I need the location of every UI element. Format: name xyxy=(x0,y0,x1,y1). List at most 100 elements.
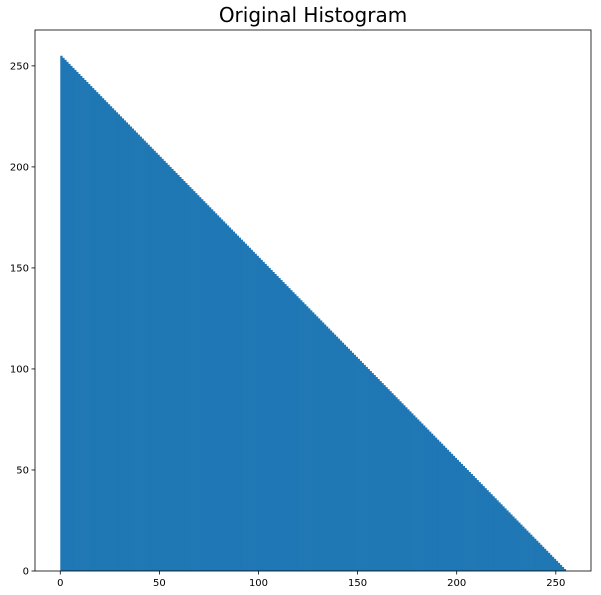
histogram-bar xyxy=(258,257,261,571)
histogram-bar xyxy=(248,247,251,571)
histogram-bar xyxy=(105,102,109,571)
histogram-bar xyxy=(321,322,325,571)
histogram-bar xyxy=(62,57,65,571)
histogram-bar xyxy=(284,284,287,571)
histogram-bar xyxy=(109,106,113,571)
histogram-bar xyxy=(135,132,138,571)
histogram-bar xyxy=(434,437,438,571)
histogram-bar xyxy=(508,512,511,571)
histogram-bar xyxy=(323,324,327,571)
histogram-bar xyxy=(212,211,216,571)
histogram-bar xyxy=(452,455,456,571)
histogram-bar xyxy=(93,90,97,571)
histogram-bar xyxy=(518,522,521,571)
histogram-bar xyxy=(551,556,555,571)
histogram-bar xyxy=(563,568,567,571)
histogram-bar xyxy=(337,338,341,571)
histogram-bar xyxy=(387,389,390,571)
histogram-bar xyxy=(304,304,307,571)
histogram-bar xyxy=(161,158,164,572)
histogram-bar xyxy=(260,259,263,571)
histogram-bar xyxy=(173,170,176,571)
histogram-bar xyxy=(430,433,434,571)
histogram-bar xyxy=(561,566,565,571)
y-tick-label: 100 xyxy=(10,364,29,375)
histogram-bar xyxy=(290,290,293,571)
histogram-bar xyxy=(343,344,347,571)
histogram-bar xyxy=(424,427,428,571)
histogram-bar xyxy=(119,116,123,572)
histogram-bar xyxy=(339,340,343,571)
histogram-bar xyxy=(250,249,253,571)
histogram-bar xyxy=(276,276,279,571)
histogram-bar xyxy=(189,187,192,571)
histogram-bar xyxy=(397,399,400,571)
histogram-bar xyxy=(476,480,479,571)
histogram-bar xyxy=(407,409,410,571)
histogram-bar xyxy=(288,288,291,571)
histogram-bar xyxy=(355,356,358,571)
histogram-bar xyxy=(232,231,236,572)
histogram-bar xyxy=(228,227,232,571)
histogram-bar xyxy=(490,494,493,571)
histogram-bar xyxy=(391,393,394,571)
histogram-bar xyxy=(137,134,140,571)
histogram-bar xyxy=(411,413,414,571)
histogram-bar xyxy=(185,183,188,571)
histogram-bar xyxy=(498,502,501,571)
histogram-bar xyxy=(195,193,198,571)
histogram-bar xyxy=(68,63,71,572)
histogram-bar xyxy=(266,265,269,571)
histogram-bar xyxy=(191,189,194,571)
histogram-bar xyxy=(147,144,150,572)
histogram-bar xyxy=(319,320,323,571)
histogram-bar xyxy=(331,332,335,571)
histogram-bar xyxy=(373,375,376,571)
histogram-bar xyxy=(526,530,529,571)
x-tick-label: 150 xyxy=(348,578,367,589)
histogram-bar xyxy=(125,122,129,572)
histogram-bar xyxy=(139,136,142,572)
histogram-bar xyxy=(101,98,105,572)
histogram-bar xyxy=(500,504,503,571)
histogram-bar xyxy=(220,219,224,571)
y-tick-label: 250 xyxy=(10,61,29,72)
x-axis-ticks: 0 50 100 150 200 250 xyxy=(57,571,565,589)
histogram-bar xyxy=(317,318,321,571)
histogram-bar xyxy=(113,110,117,571)
histogram-bar xyxy=(238,237,242,571)
histogram-bar xyxy=(133,130,136,571)
histogram-bar xyxy=(454,457,458,571)
histogram-bar xyxy=(187,185,190,571)
y-tick-label: 150 xyxy=(10,263,29,274)
histogram-bar xyxy=(84,80,87,572)
histogram-bar xyxy=(341,342,345,571)
histogram-bar xyxy=(242,241,245,571)
histogram-bar xyxy=(351,352,354,571)
histogram-bar xyxy=(315,316,319,571)
histogram-bar xyxy=(504,508,507,571)
plot-area-frame xyxy=(34,29,592,572)
histogram-bar xyxy=(302,302,305,571)
histogram-bar xyxy=(379,381,382,571)
histogram-bar xyxy=(159,156,162,571)
histogram-bar xyxy=(78,73,81,571)
histogram-bar xyxy=(549,554,553,571)
histogram-bar xyxy=(484,488,487,571)
histogram-bar xyxy=(155,152,158,571)
y-tick-label: 0 xyxy=(23,567,29,578)
histogram-bar xyxy=(359,360,362,571)
histogram-bar xyxy=(308,308,311,571)
histogram-bar xyxy=(97,94,101,571)
histogram-bar xyxy=(333,334,337,571)
histogram-bar xyxy=(530,534,533,571)
histogram-bar xyxy=(446,449,450,571)
histogram-bar xyxy=(313,314,317,571)
histogram-bars xyxy=(60,55,567,572)
histogram-bar xyxy=(371,372,374,571)
histogram-bar xyxy=(385,387,388,571)
histogram-bar xyxy=(208,207,212,571)
y-tick-label: 200 xyxy=(10,162,29,173)
histogram-bar xyxy=(460,463,464,571)
histogram-bar xyxy=(165,162,168,572)
